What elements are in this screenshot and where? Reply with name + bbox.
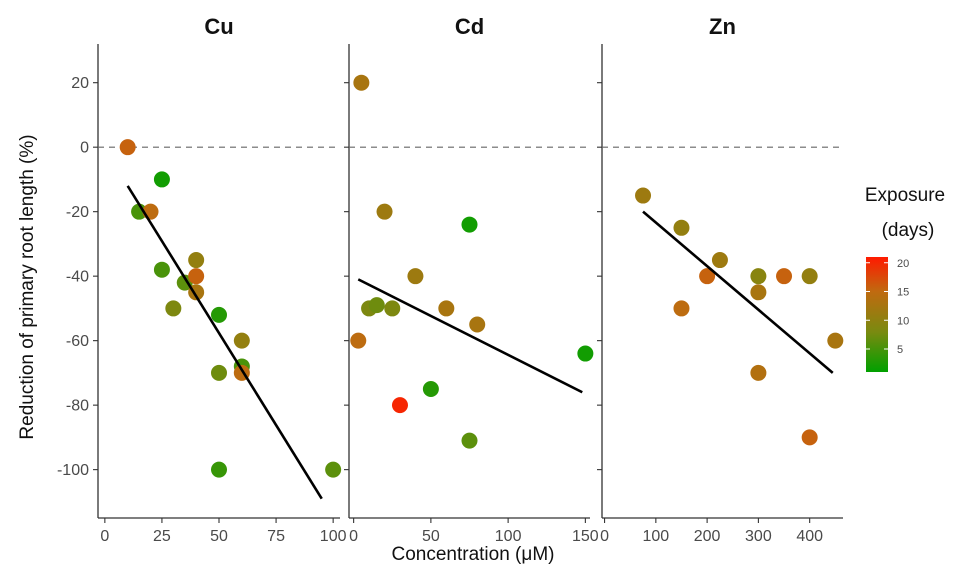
data-point <box>384 300 401 317</box>
data-point <box>750 268 767 285</box>
x-tick-label: 0 <box>600 528 609 545</box>
panel-cd: Cd 0 50 100 150 <box>344 14 599 545</box>
panel-cu: Cu 20 0 -20 -40 -60 -80 -100 0 25 50 75 100 <box>57 14 347 545</box>
data-point <box>461 432 478 449</box>
data-point <box>165 300 182 317</box>
x-tick-label: 100 <box>320 528 347 545</box>
legend-title-line2: (days) <box>882 220 935 241</box>
x-tick-label: 75 <box>267 528 285 545</box>
data-point <box>673 300 690 317</box>
legend-tick-label: 10 <box>897 315 909 327</box>
regression-line <box>126 185 323 500</box>
data-point <box>750 364 767 381</box>
y-tick-label: -60 <box>66 333 89 350</box>
y-tick-label: -40 <box>66 269 89 286</box>
data-point <box>211 461 227 478</box>
data-point <box>233 332 250 349</box>
x-tick-label: 0 <box>349 528 358 545</box>
legend-title-line1: Exposure <box>865 185 945 206</box>
data-point <box>577 345 594 362</box>
data-point <box>422 381 439 398</box>
data-point <box>153 171 170 188</box>
y-tick-label: 20 <box>71 75 89 92</box>
legend-tick-label: 20 <box>897 258 909 270</box>
x-tick-label: 50 <box>422 528 440 545</box>
data-point <box>469 316 486 333</box>
data-point <box>131 203 148 220</box>
x-tick-label: 100 <box>642 528 669 545</box>
y-tick-label: -80 <box>66 398 89 415</box>
data-point <box>188 252 205 269</box>
data-point <box>438 300 455 317</box>
x-tick-label: 50 <box>210 528 228 545</box>
data-point <box>699 268 716 285</box>
data-point <box>801 268 818 285</box>
x-tick-label: 300 <box>745 528 772 545</box>
y-tick-label: -100 <box>57 462 89 479</box>
data-point <box>211 306 227 323</box>
y-axis-title: Reduction of primary root length (%) <box>17 134 38 439</box>
legend-ticks: 20 15 10 5 <box>866 258 909 356</box>
legend-tick-label: 15 <box>897 287 909 299</box>
legend-color-bar <box>866 257 888 372</box>
color-legend: Exposure (days) 20 15 10 5 <box>865 185 945 372</box>
data-point <box>325 461 342 478</box>
data-point <box>368 297 385 314</box>
data-point <box>188 268 205 285</box>
x-tick-label: 100 <box>495 528 522 545</box>
data-point <box>350 332 367 349</box>
x-tick-label: 150 <box>572 528 599 545</box>
data-point <box>211 364 227 381</box>
data-point <box>461 216 478 233</box>
data-point <box>776 268 793 285</box>
x-tick-label: 0 <box>100 528 109 545</box>
data-point <box>391 397 408 414</box>
data-point <box>153 261 170 278</box>
regression-line <box>642 210 834 374</box>
panel-title: Cd <box>455 14 484 39</box>
data-point <box>673 219 690 236</box>
panel-zn: Zn 0 100 200 300 400 <box>597 14 844 545</box>
panel-title: Zn <box>709 14 736 39</box>
data-point <box>407 268 424 285</box>
panel-title: Cu <box>204 14 233 39</box>
y-tick-label: -20 <box>66 204 89 221</box>
data-point <box>353 74 370 91</box>
data-point <box>827 332 844 349</box>
y-tick-label: 0 <box>80 140 89 157</box>
data-point <box>801 429 818 446</box>
regression-line <box>357 278 583 394</box>
data-point <box>635 187 652 204</box>
x-tick-label: 25 <box>153 528 171 545</box>
data-point <box>750 284 767 301</box>
data-point <box>376 203 393 220</box>
x-tick-label: 200 <box>694 528 721 545</box>
data-point <box>119 139 136 156</box>
x-tick-label: 400 <box>796 528 823 545</box>
x-axis-title: Concentration (μM) <box>391 544 554 565</box>
legend-tick-label: 5 <box>897 344 903 356</box>
data-point <box>711 252 728 269</box>
